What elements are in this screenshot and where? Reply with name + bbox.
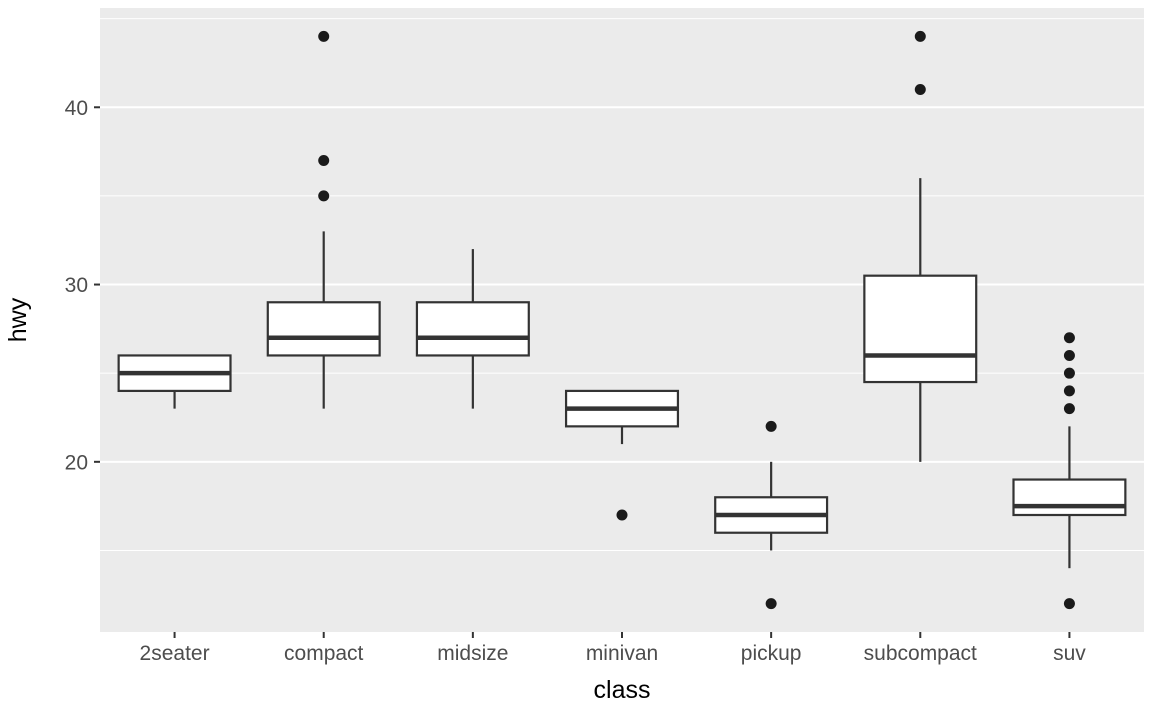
boxplot-2seater — [117, 354, 232, 409]
outlier-point — [1063, 367, 1075, 379]
outlier-point — [1063, 332, 1075, 344]
x-tick-label: midsize — [437, 642, 508, 665]
box — [415, 301, 530, 357]
x-tick-label: minivan — [586, 642, 658, 665]
boxplot-pickup — [714, 420, 829, 610]
x-axis-title: class — [594, 676, 651, 704]
x-tick-label: pickup — [741, 642, 802, 665]
boxplot-minivan — [564, 389, 680, 521]
boxplot-suv — [1012, 332, 1127, 610]
x-tick-label: suv — [1053, 642, 1086, 665]
plot-layers: 20 30 40 2seater compact midsize minivan pickup… — [65, 8, 1144, 665]
outlier-point — [318, 190, 330, 202]
box — [266, 301, 381, 357]
outlier-point — [1063, 349, 1075, 361]
x-tick-label: subcompact — [864, 642, 977, 665]
box — [1012, 478, 1127, 517]
boxplot-subcompact — [863, 30, 978, 462]
outlier-point — [1063, 598, 1075, 610]
x-tick-label: compact — [284, 642, 364, 665]
outlier-point — [914, 30, 926, 42]
outlier-point — [318, 30, 330, 42]
boxplot-compact — [266, 30, 381, 409]
outlier-point — [765, 420, 777, 432]
outlier-point — [765, 598, 777, 610]
y-tick-label: 30 — [65, 274, 88, 297]
box — [863, 274, 978, 384]
outlier-point — [914, 84, 926, 96]
outlier-point — [616, 509, 628, 521]
outlier-point — [1063, 385, 1075, 397]
outlier-point — [318, 154, 330, 166]
y-tick-label: 40 — [65, 97, 88, 120]
outlier-point — [1063, 403, 1075, 415]
boxplot-midsize — [415, 249, 530, 409]
y-tick-label: 20 — [65, 451, 88, 474]
x-tick-label: 2seater — [140, 642, 210, 665]
y-axis-title: hwy — [4, 297, 32, 342]
plot-panel — [100, 8, 1144, 632]
